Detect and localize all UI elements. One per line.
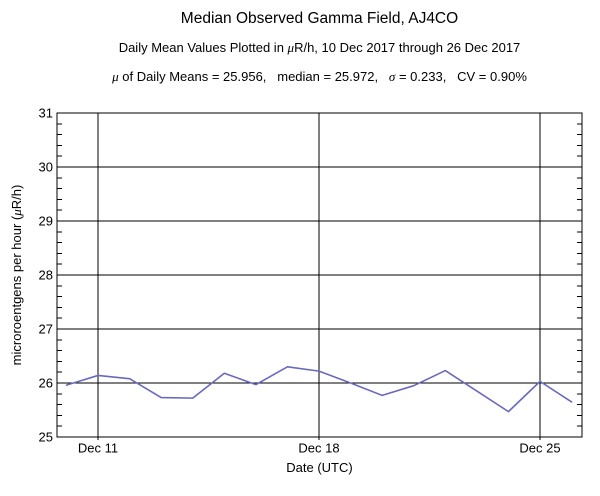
y-tick-label: 29 (39, 214, 53, 229)
text-run: R/h, 10 Dec 2017 through 26 Dec 2017 (294, 40, 521, 55)
data-line (65, 365, 573, 413)
text-run: of Daily Means = 25.956, (118, 69, 278, 84)
y-tick-label: 30 (39, 160, 53, 175)
greek-letter: μ (9, 209, 24, 216)
plot-frame (56, 112, 583, 438)
y-tick-label: 27 (39, 322, 53, 337)
text-run: = 0.233, (395, 69, 458, 84)
greek-letter: μ (112, 69, 119, 84)
y-tick-label: 31 (39, 106, 53, 121)
chart-title: Median Observed Gamma Field, AJ4CO (180, 10, 459, 27)
text-run: median = 25.972, (277, 69, 389, 84)
y-tick-label: 28 (39, 268, 53, 283)
y-tick-label: 26 (39, 376, 53, 391)
chart-subtitle: Daily Mean Values Plotted in μR/h, 10 De… (57, 40, 582, 56)
text-run: microroentgens per hour ( (9, 215, 24, 366)
greek-letter: μ (287, 40, 295, 55)
y-tick-label: 25 (39, 430, 53, 445)
y-axis-title: microroentgens per hour (μR/h) (9, 185, 25, 366)
x-axis-title: Date (UTC) (286, 460, 353, 475)
text-run: Daily Mean Values Plotted in (118, 40, 288, 55)
chart-stats-line: μ of Daily Means = 25.956, median = 25.9… (57, 69, 582, 85)
greek-letter: σ (388, 69, 396, 84)
text-run: CV = 0.90% (457, 69, 527, 84)
x-tick-label: Dec 25 (519, 441, 560, 456)
x-tick-label: Dec 11 (78, 441, 118, 456)
x-tick-label: Dec 18 (298, 441, 339, 456)
text-run: R/h) (9, 184, 24, 210)
